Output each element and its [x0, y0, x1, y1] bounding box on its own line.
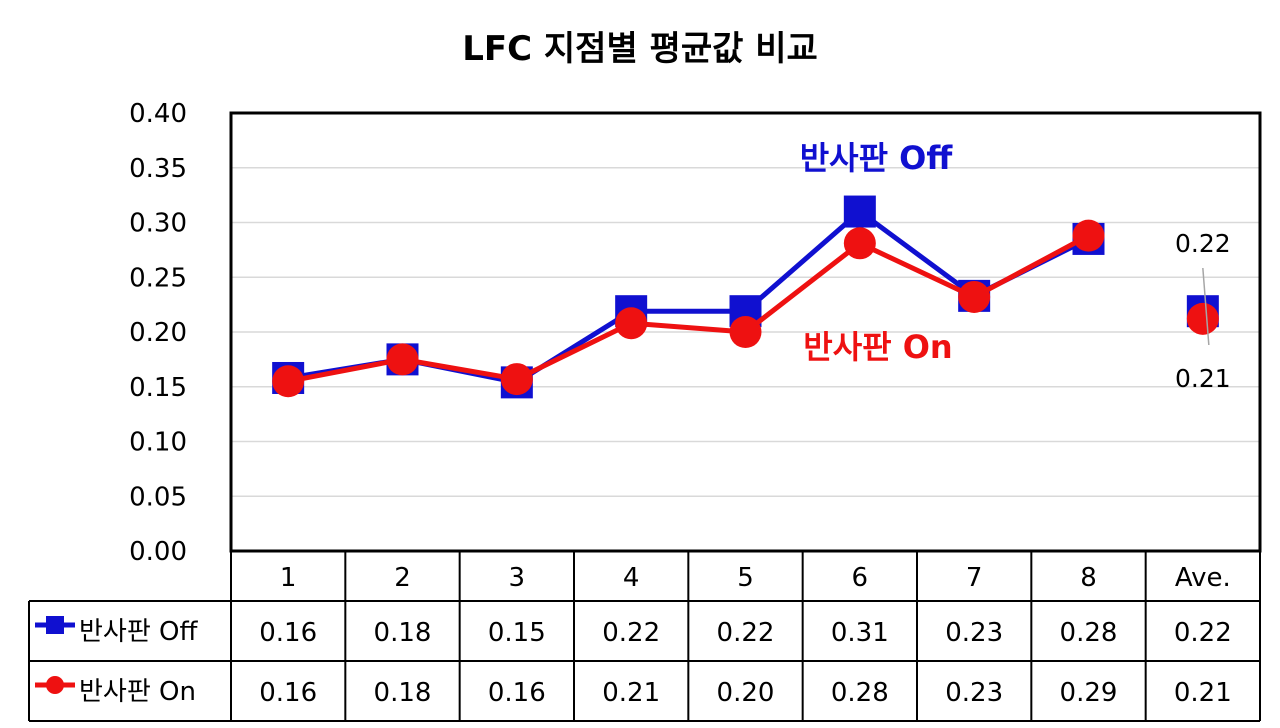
x-tick-label: 5 — [737, 563, 754, 593]
y-tick-label: 0.05 — [129, 482, 187, 512]
data-point-on — [615, 307, 648, 340]
series-lines — [272, 195, 1219, 399]
data-point-on — [729, 316, 762, 348]
y-tick-label: 0.40 — [129, 99, 187, 129]
y-tick-label: 0.35 — [129, 154, 187, 184]
data-point-on — [272, 365, 305, 398]
y-axis: 0.00 0.05 0.10 0.15 0.20 0.25 0.30 0.35 0.40 — [129, 99, 187, 567]
table-cell: 0.21 — [1174, 678, 1232, 708]
table-cell: 0.28 — [1060, 618, 1118, 648]
x-tick-label: 6 — [852, 563, 869, 593]
x-tick-label: 8 — [1080, 563, 1097, 593]
x-tick-label: 2 — [394, 563, 411, 593]
table-cell: 0.20 — [717, 678, 775, 708]
legend-label: 반사판 On — [79, 677, 196, 707]
y-tick-label: 0.00 — [129, 537, 187, 567]
table-cell: 0.22 — [717, 618, 775, 648]
table-cell: 0.23 — [945, 678, 1003, 708]
x-tick-label: 7 — [966, 563, 983, 593]
table-cell: 0.21 — [602, 678, 660, 708]
table-cell: 0.18 — [374, 618, 432, 648]
x-tick-label: Ave. — [1175, 563, 1231, 593]
legend-marker-circle — [46, 676, 64, 694]
series-line-on — [287, 233, 1090, 384]
data-point-on — [1072, 219, 1105, 252]
data-point-on — [500, 363, 533, 396]
chart-title: LFC 지점별 평균값 비교 — [462, 29, 818, 69]
gridlines — [231, 167, 1260, 497]
series-annotation-on: 반사판 On — [803, 328, 952, 366]
data-point-on — [1186, 302, 1219, 335]
table-cell: 0.23 — [945, 618, 1003, 648]
table-cell: 0.28 — [831, 678, 889, 708]
y-tick-label: 0.15 — [129, 373, 187, 403]
data-label: 0.22 — [1175, 229, 1231, 258]
data-labels: 0.22 0.21 — [1175, 229, 1231, 393]
table-cell: 0.29 — [1060, 678, 1118, 708]
legend-label: 반사판 Off — [79, 617, 198, 647]
y-tick-label: 0.10 — [129, 428, 187, 458]
series-annotation-off: 반사판 Off — [800, 139, 954, 177]
table-cell: 0.31 — [831, 618, 889, 648]
data-point-on — [958, 280, 991, 313]
y-tick-label: 0.25 — [129, 263, 187, 293]
x-tick-label: 3 — [509, 563, 526, 593]
data-label: 0.21 — [1175, 364, 1231, 393]
table-cell: 0.22 — [1174, 618, 1232, 648]
y-tick-label: 0.30 — [129, 209, 187, 239]
table-cell: 0.16 — [259, 618, 317, 648]
leader-line — [1202, 267, 1210, 346]
table-cell: 0.18 — [374, 678, 432, 708]
table-cell: 0.16 — [259, 678, 317, 708]
plot-frame — [229, 111, 1262, 553]
table-cell: 0.16 — [488, 678, 546, 708]
x-tick-label: 1 — [280, 563, 297, 593]
data-point-on — [386, 343, 419, 376]
table-cell: 0.22 — [602, 618, 660, 648]
y-tick-label: 0.20 — [129, 318, 187, 348]
x-tick-label: 4 — [623, 563, 640, 593]
legend-marker-square — [46, 616, 64, 634]
data-point-off — [843, 195, 876, 228]
data-point-on — [843, 227, 876, 260]
table-cell: 0.15 — [488, 618, 546, 648]
data-table: 1 2 3 4 5 6 7 8 Ave. 반사판 Off 0.16 0.18 0.15 0.22 0.22 0… — [28, 551, 1261, 722]
